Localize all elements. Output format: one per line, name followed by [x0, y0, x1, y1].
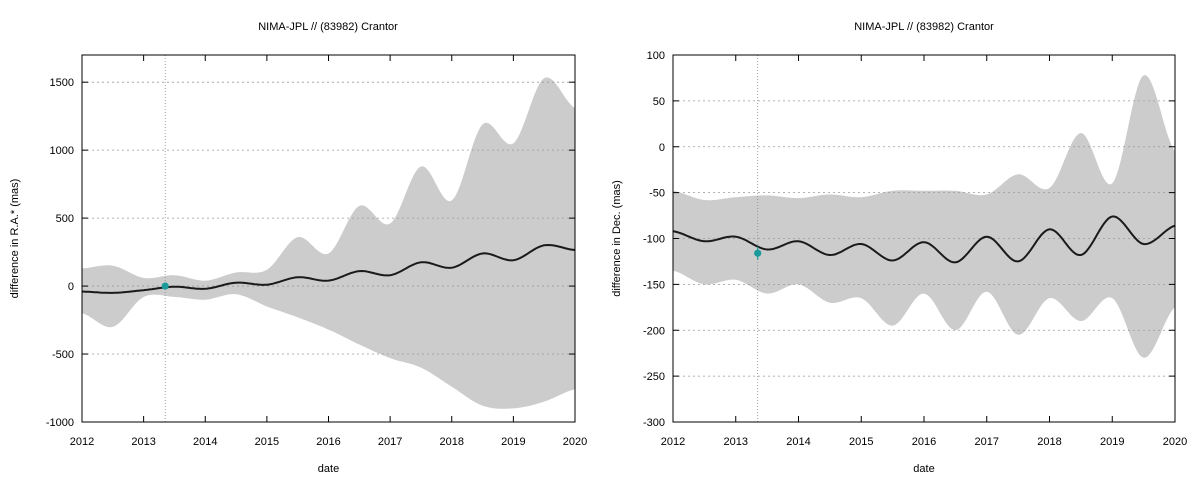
y-tick-label: -250: [643, 371, 665, 383]
y-tick-label: 50: [653, 96, 665, 108]
x-tick-label: 2013: [131, 436, 155, 448]
x-axis-label: date: [318, 463, 339, 475]
x-tick-label: 2019: [1100, 436, 1124, 448]
x-tick-label: 2013: [724, 436, 748, 448]
observation-point: [161, 282, 169, 290]
observation-point: [754, 249, 762, 257]
residual-line: [672, 215, 1176, 264]
y-tick-label: -1000: [46, 417, 74, 429]
x-tick-label: 2017: [378, 436, 402, 448]
y-tick-label: -500: [52, 349, 74, 361]
y-tick-label: 0: [68, 281, 74, 293]
y-tick-label: -200: [643, 325, 665, 337]
x-tick-label: 2019: [501, 436, 525, 448]
x-tick-label: 2016: [316, 436, 340, 448]
y-tick-label: 1000: [50, 145, 74, 157]
uncertainty-band: [673, 75, 1175, 358]
y-axis-label: difference in R.A.* (mas): [9, 179, 21, 299]
chart-title: NIMA-JPL // (83982) Crantor: [258, 21, 398, 33]
x-tick-label: 2015: [255, 436, 279, 448]
y-tick-label: 1500: [50, 77, 74, 89]
y-tick-label: -150: [643, 279, 665, 291]
y-axis-label: difference in Dec. (mas): [611, 180, 623, 297]
y-tick-label: 0: [659, 142, 665, 154]
x-tick-label: 2016: [912, 436, 936, 448]
x-tick-label: 2014: [193, 436, 217, 448]
y-tick-label: -300: [643, 417, 665, 429]
x-tick-label: 2012: [70, 436, 94, 448]
uncertainty-band: [82, 77, 575, 409]
x-tick-label: 2014: [786, 436, 810, 448]
y-tick-label: 100: [647, 50, 665, 62]
x-axis-label: date: [913, 463, 934, 475]
x-tick-label: 2020: [563, 436, 587, 448]
y-tick-label: 500: [56, 213, 74, 225]
y-tick-label: -50: [649, 188, 665, 200]
x-tick-label: 2020: [1163, 436, 1187, 448]
x-tick-label: 2015: [849, 436, 873, 448]
chart-title: NIMA-JPL // (83982) Crantor: [854, 21, 994, 33]
x-tick-label: 2018: [440, 436, 464, 448]
x-tick-label: 2017: [975, 436, 999, 448]
y-tick-label: -100: [643, 234, 665, 246]
dec-panel: NIMA-JPL // (83982) Crantor -300 -250 -200 -…: [611, 21, 1187, 475]
x-tick-label: 2018: [1037, 436, 1061, 448]
ra-panel: NIMA-JPL // (83982) Crantor -1000 -500 0 500…: [9, 21, 587, 475]
x-tick-label: 2012: [661, 436, 685, 448]
